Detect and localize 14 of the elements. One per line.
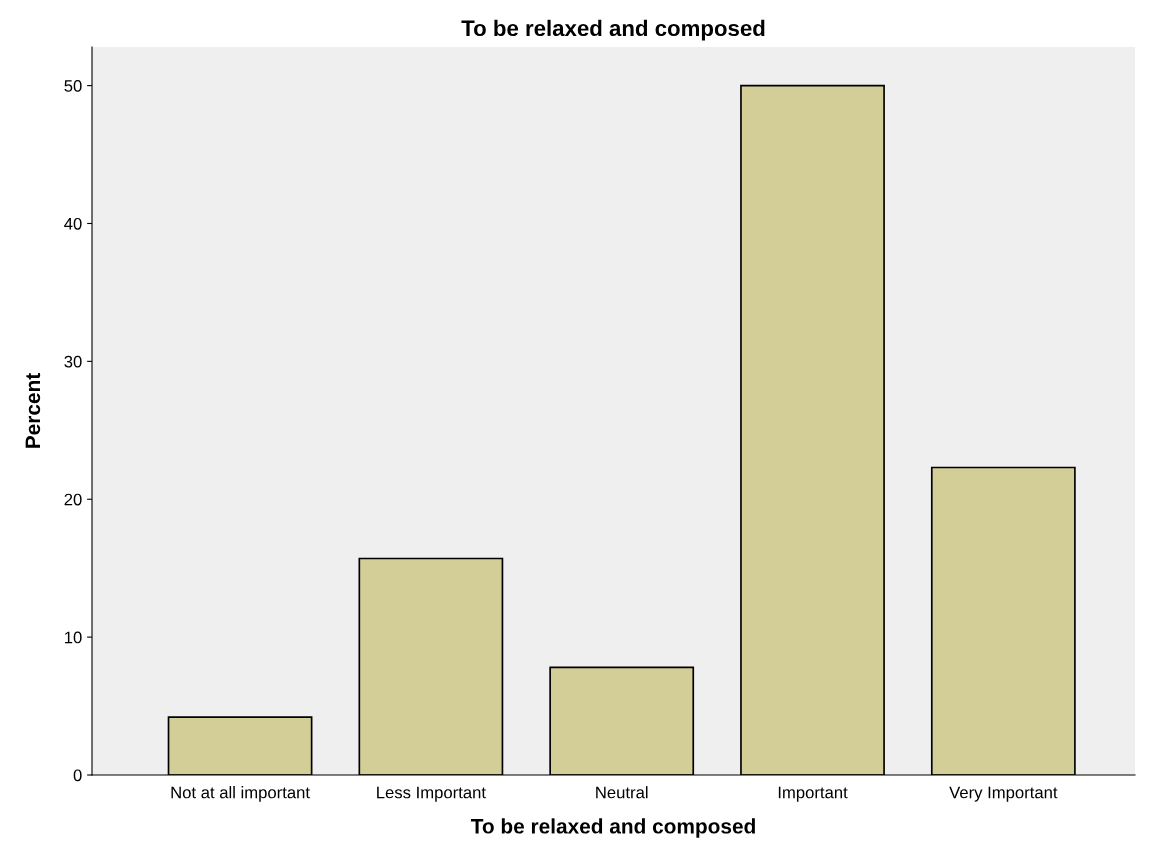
y-tick-label: 20: [64, 493, 82, 506]
y-tick-label: 50: [64, 80, 82, 92]
y-tick-label: 0: [73, 769, 82, 782]
y-tick-label: 40: [64, 217, 82, 230]
x-tick-label: Less Important: [377, 786, 486, 802]
chart-title: To be relaxed and composed: [461, 19, 765, 41]
y-tick-label: 30: [64, 355, 82, 368]
y-axis-title: Percent: [25, 373, 41, 448]
x-tick-label: Not at all important: [171, 786, 310, 802]
x-tick-label: Neutral: [596, 786, 648, 799]
x-tick-label: Important: [778, 786, 848, 802]
y-tick-label: 10: [65, 631, 82, 644]
x-tick-label: Very Important: [949, 786, 1058, 802]
x-axis-title: To be relaxed and composed: [470, 818, 755, 838]
